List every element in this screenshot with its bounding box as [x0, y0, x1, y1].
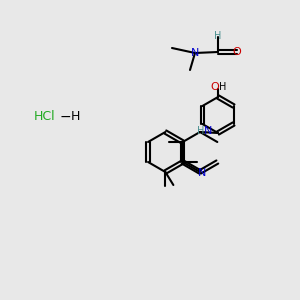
Text: N: N — [191, 48, 199, 58]
Text: H: H — [214, 31, 222, 41]
Text: N: N — [204, 127, 212, 136]
Text: H: H — [219, 82, 227, 92]
Text: HCl: HCl — [34, 110, 56, 124]
Text: H: H — [70, 110, 80, 124]
Text: O: O — [232, 47, 242, 57]
Text: H: H — [197, 127, 205, 136]
Text: O: O — [211, 82, 219, 92]
Text: N: N — [198, 168, 206, 178]
Text: −: − — [59, 110, 71, 124]
